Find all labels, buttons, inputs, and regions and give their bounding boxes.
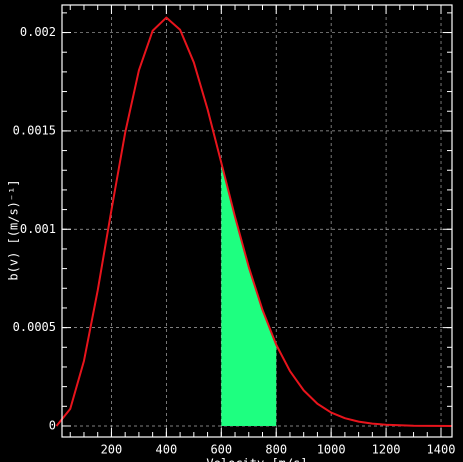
x-tick-label: 400 bbox=[156, 443, 178, 457]
plot-frame bbox=[61, 4, 453, 438]
y-tick-label: 0.001 bbox=[20, 222, 56, 236]
y-tick-label: 0.002 bbox=[20, 25, 56, 39]
y-tick-label: 0.0005 bbox=[13, 320, 56, 334]
filled-area bbox=[221, 162, 277, 426]
y-axis-label: b(v) [(m/s)⁻¹] bbox=[7, 179, 21, 280]
x-tick-label: 200 bbox=[101, 443, 123, 457]
x-axis-label: Velocity [m/s] bbox=[206, 457, 307, 462]
x-tick-label: 1200 bbox=[372, 443, 401, 457]
y-tick-label: 0 bbox=[49, 418, 56, 432]
line bbox=[55, 16, 453, 427]
x-tick-label: 1000 bbox=[317, 443, 346, 457]
x-tick-label: 600 bbox=[210, 443, 232, 457]
x-tick-label: 1400 bbox=[427, 443, 456, 457]
y-tick-label: 0.0015 bbox=[13, 123, 56, 137]
x-tick-label: 800 bbox=[265, 443, 287, 457]
